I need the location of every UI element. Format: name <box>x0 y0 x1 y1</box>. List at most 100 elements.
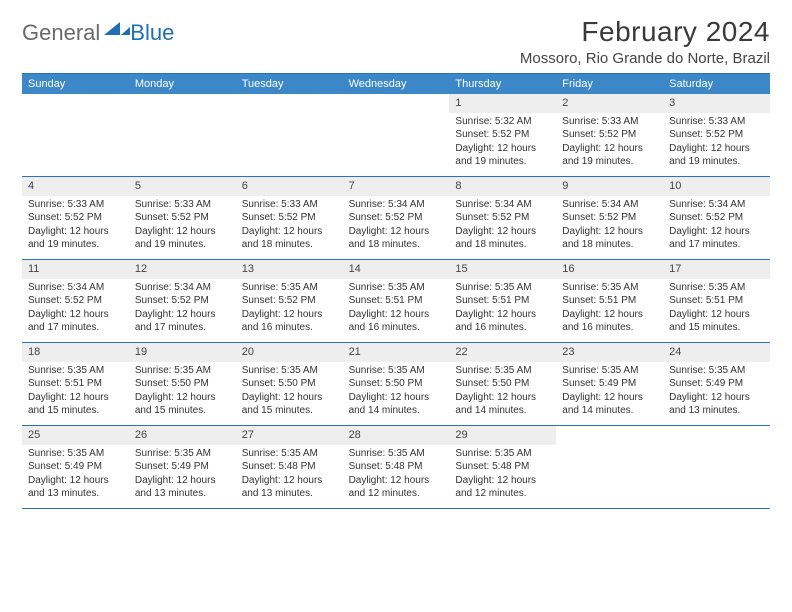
sunset-line: Sunset: 5:52 PM <box>135 211 230 225</box>
day-cell <box>343 94 450 176</box>
day-cell: 12Sunrise: 5:34 AMSunset: 5:52 PMDayligh… <box>129 260 236 342</box>
day-number: 15 <box>449 260 556 279</box>
sunrise-line: Sunrise: 5:35 AM <box>349 447 444 461</box>
sunrise-line: Sunrise: 5:35 AM <box>455 447 550 461</box>
sunset-line: Sunset: 5:52 PM <box>28 211 123 225</box>
weekday-wednesday: Wednesday <box>343 74 450 94</box>
day-cell <box>129 94 236 176</box>
logo-triangle-icon <box>104 20 130 38</box>
sunrise-line: Sunrise: 5:35 AM <box>135 447 230 461</box>
daylight-line: Daylight: 12 hours and 16 minutes. <box>349 308 444 335</box>
day-cell: 21Sunrise: 5:35 AMSunset: 5:50 PMDayligh… <box>343 343 450 425</box>
sunrise-line: Sunrise: 5:35 AM <box>242 364 337 378</box>
daylight-line: Daylight: 12 hours and 15 minutes. <box>669 308 764 335</box>
sunset-line: Sunset: 5:52 PM <box>562 128 657 142</box>
sunrise-line: Sunrise: 5:35 AM <box>349 364 444 378</box>
sunset-line: Sunset: 5:50 PM <box>349 377 444 391</box>
day-cell <box>236 94 343 176</box>
day-cell: 10Sunrise: 5:34 AMSunset: 5:52 PMDayligh… <box>663 177 770 259</box>
sunset-line: Sunset: 5:49 PM <box>28 460 123 474</box>
day-number: 26 <box>129 426 236 445</box>
sunset-line: Sunset: 5:52 PM <box>455 128 550 142</box>
sunset-line: Sunset: 5:49 PM <box>135 460 230 474</box>
day-cell: 23Sunrise: 5:35 AMSunset: 5:49 PMDayligh… <box>556 343 663 425</box>
day-number: 23 <box>556 343 663 362</box>
day-number: 16 <box>556 260 663 279</box>
day-number: 27 <box>236 426 343 445</box>
daylight-line: Daylight: 12 hours and 15 minutes. <box>135 391 230 418</box>
daylight-line: Daylight: 12 hours and 12 minutes. <box>455 474 550 501</box>
day-cell: 16Sunrise: 5:35 AMSunset: 5:51 PMDayligh… <box>556 260 663 342</box>
weekday-header-row: Sunday Monday Tuesday Wednesday Thursday… <box>22 74 770 94</box>
daylight-line: Daylight: 12 hours and 19 minutes. <box>28 225 123 252</box>
daylight-line: Daylight: 12 hours and 17 minutes. <box>135 308 230 335</box>
day-cell: 8Sunrise: 5:34 AMSunset: 5:52 PMDaylight… <box>449 177 556 259</box>
sunset-line: Sunset: 5:51 PM <box>349 294 444 308</box>
sunset-line: Sunset: 5:52 PM <box>669 211 764 225</box>
day-cell: 25Sunrise: 5:35 AMSunset: 5:49 PMDayligh… <box>22 426 129 508</box>
day-number: 28 <box>343 426 450 445</box>
sunrise-line: Sunrise: 5:33 AM <box>669 115 764 129</box>
day-number: 5 <box>129 177 236 196</box>
day-number: 9 <box>556 177 663 196</box>
sunrise-line: Sunrise: 5:34 AM <box>135 281 230 295</box>
sunrise-line: Sunrise: 5:33 AM <box>562 115 657 129</box>
day-cell: 20Sunrise: 5:35 AMSunset: 5:50 PMDayligh… <box>236 343 343 425</box>
day-cell <box>22 94 129 176</box>
day-number: 7 <box>343 177 450 196</box>
sunset-line: Sunset: 5:49 PM <box>562 377 657 391</box>
sunrise-line: Sunrise: 5:35 AM <box>28 447 123 461</box>
sunset-line: Sunset: 5:48 PM <box>242 460 337 474</box>
daylight-line: Daylight: 12 hours and 13 minutes. <box>242 474 337 501</box>
sunrise-line: Sunrise: 5:34 AM <box>28 281 123 295</box>
day-number: 4 <box>22 177 129 196</box>
sunrise-line: Sunrise: 5:33 AM <box>28 198 123 212</box>
weekday-friday: Friday <box>556 74 663 94</box>
daylight-line: Daylight: 12 hours and 15 minutes. <box>242 391 337 418</box>
day-cell: 4 Sunrise: 5:33 AMSunset: 5:52 PMDaylight… <box>22 177 129 259</box>
daylight-line: Daylight: 12 hours and 16 minutes. <box>455 308 550 335</box>
location-text: Mossoro, Rio Grande do Norte, Brazil <box>520 50 770 67</box>
day-cell: 7Sunrise: 5:34 AMSunset: 5:52 PMDaylight… <box>343 177 450 259</box>
sunset-line: Sunset: 5:52 PM <box>135 294 230 308</box>
sunrise-line: Sunrise: 5:32 AM <box>455 115 550 129</box>
day-cell <box>663 426 770 508</box>
sunset-line: Sunset: 5:52 PM <box>242 294 337 308</box>
day-number: 3 <box>663 94 770 113</box>
sunrise-line: Sunrise: 5:34 AM <box>455 198 550 212</box>
day-number: 2 <box>556 94 663 113</box>
day-cell: 6Sunrise: 5:33 AMSunset: 5:52 PMDaylight… <box>236 177 343 259</box>
daylight-line: Daylight: 12 hours and 12 minutes. <box>349 474 444 501</box>
day-number: 29 <box>449 426 556 445</box>
sunset-line: Sunset: 5:48 PM <box>349 460 444 474</box>
logo-text-blue: Blue <box>130 20 174 46</box>
sunset-line: Sunset: 5:51 PM <box>562 294 657 308</box>
daylight-line: Daylight: 12 hours and 17 minutes. <box>669 225 764 252</box>
sunset-line: Sunset: 5:51 PM <box>28 377 123 391</box>
day-number: 17 <box>663 260 770 279</box>
day-cell: 26Sunrise: 5:35 AMSunset: 5:49 PMDayligh… <box>129 426 236 508</box>
day-number: 11 <box>22 260 129 279</box>
daylight-line: Daylight: 12 hours and 16 minutes. <box>562 308 657 335</box>
daylight-line: Daylight: 12 hours and 13 minutes. <box>669 391 764 418</box>
sunrise-line: Sunrise: 5:35 AM <box>669 281 764 295</box>
sunrise-line: Sunrise: 5:35 AM <box>28 364 123 378</box>
week-row: 18Sunrise: 5:35 AMSunset: 5:51 PMDayligh… <box>22 343 770 426</box>
sunrise-line: Sunrise: 5:35 AM <box>455 281 550 295</box>
day-number: 25 <box>22 426 129 445</box>
sunrise-line: Sunrise: 5:35 AM <box>242 447 337 461</box>
sunrise-line: Sunrise: 5:35 AM <box>135 364 230 378</box>
day-cell: 2 Sunrise: 5:33 AMSunset: 5:52 PMDaylight… <box>556 94 663 176</box>
daylight-line: Daylight: 12 hours and 18 minutes. <box>562 225 657 252</box>
sunrise-line: Sunrise: 5:34 AM <box>669 198 764 212</box>
day-cell: 18Sunrise: 5:35 AMSunset: 5:51 PMDayligh… <box>22 343 129 425</box>
daylight-line: Daylight: 12 hours and 18 minutes. <box>349 225 444 252</box>
daylight-line: Daylight: 12 hours and 19 minutes. <box>669 142 764 169</box>
week-row: 11Sunrise: 5:34 AMSunset: 5:52 PMDayligh… <box>22 260 770 343</box>
sunset-line: Sunset: 5:50 PM <box>242 377 337 391</box>
daylight-line: Daylight: 12 hours and 19 minutes. <box>562 142 657 169</box>
daylight-line: Daylight: 12 hours and 14 minutes. <box>349 391 444 418</box>
daylight-line: Daylight: 12 hours and 17 minutes. <box>28 308 123 335</box>
day-cell <box>556 426 663 508</box>
daylight-line: Daylight: 12 hours and 18 minutes. <box>455 225 550 252</box>
